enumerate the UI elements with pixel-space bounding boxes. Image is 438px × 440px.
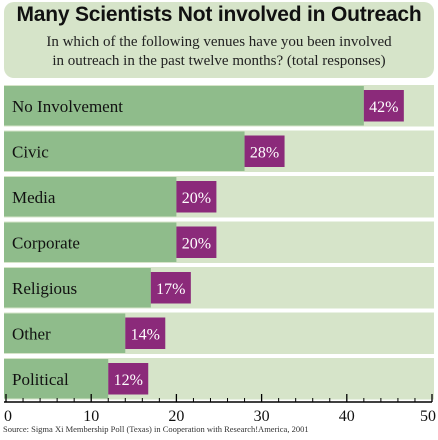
category-label: Media bbox=[12, 188, 56, 207]
x-tick-label: 40 bbox=[339, 408, 355, 425]
value-label-box bbox=[125, 317, 166, 349]
x-tick-label: 20 bbox=[168, 408, 184, 425]
category-label: No Involvement bbox=[12, 97, 123, 116]
x-tick-label: 30 bbox=[254, 408, 270, 425]
bar bbox=[4, 313, 126, 353]
bar bbox=[4, 222, 177, 262]
value-label-box bbox=[108, 363, 149, 395]
source-note: Source: Sigma Xi Membership Poll (Texas)… bbox=[3, 424, 309, 434]
category-label: Corporate bbox=[12, 233, 80, 252]
bar bbox=[4, 268, 151, 308]
value-label: 12% bbox=[114, 372, 143, 389]
chart-subtitle-line-1: In which of the following venues have yo… bbox=[46, 34, 392, 50]
bar bbox=[4, 177, 177, 217]
value-label: 14% bbox=[131, 326, 160, 343]
category-label: Religious bbox=[12, 279, 77, 298]
chart-title: Many Scientists Not involved in Outreach bbox=[16, 3, 422, 26]
x-tick-label: 50 bbox=[420, 408, 436, 425]
bar bbox=[4, 359, 109, 399]
bar bbox=[4, 86, 364, 126]
value-label-box bbox=[176, 226, 217, 258]
value-label: 20% bbox=[182, 190, 211, 207]
value-label: 17% bbox=[156, 281, 185, 298]
x-tick-label: 0 bbox=[4, 408, 12, 425]
value-label-box bbox=[244, 135, 285, 167]
value-label: 20% bbox=[182, 235, 211, 252]
chart-header bbox=[4, 2, 434, 78]
chart-subtitle-line-2: in outreach in the past twelve months? (… bbox=[52, 53, 386, 69]
value-label: 42% bbox=[369, 99, 398, 116]
value-label-box bbox=[150, 272, 191, 304]
value-label-box bbox=[176, 181, 217, 213]
value-label-box bbox=[363, 90, 404, 122]
bar bbox=[4, 131, 245, 171]
x-tick-label: 10 bbox=[83, 408, 99, 425]
category-label: Political bbox=[12, 370, 69, 389]
category-label: Other bbox=[12, 324, 51, 343]
category-label: Civic bbox=[12, 142, 49, 161]
value-label: 28% bbox=[250, 144, 279, 161]
